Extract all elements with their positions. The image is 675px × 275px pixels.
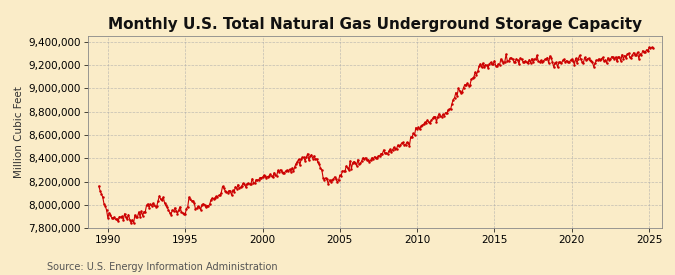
Title: Monthly U.S. Total Natural Gas Underground Storage Capacity: Monthly U.S. Total Natural Gas Undergrou…: [107, 17, 642, 32]
Y-axis label: Million Cubic Feet: Million Cubic Feet: [14, 86, 24, 178]
Text: Source: U.S. Energy Information Administration: Source: U.S. Energy Information Administ…: [47, 262, 278, 272]
